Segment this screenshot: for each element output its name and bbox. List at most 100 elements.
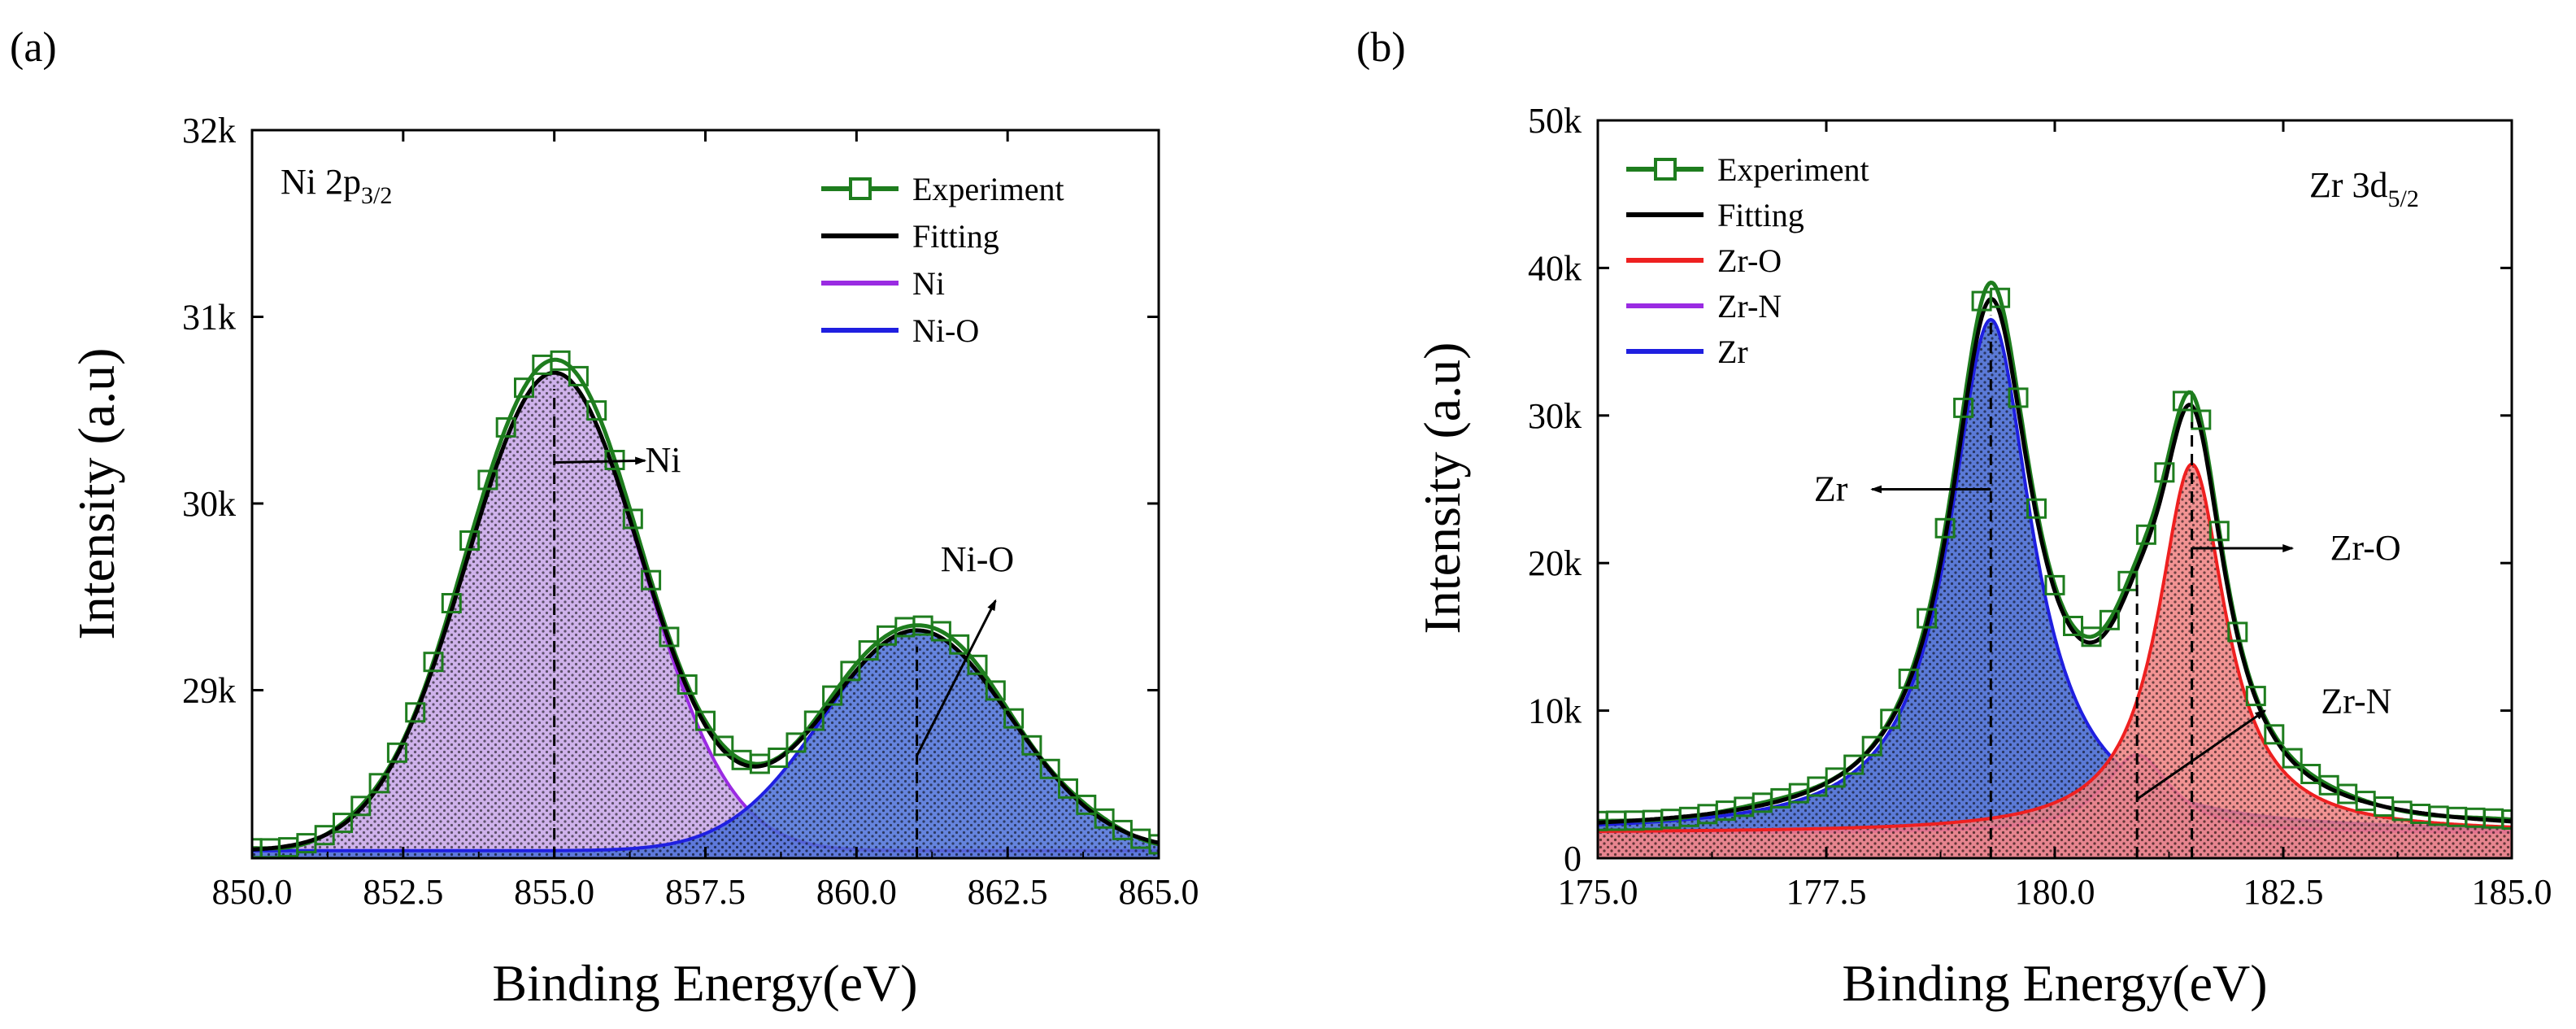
y-tick-label: 30k — [182, 484, 236, 524]
x-axis-title-b: Binding Energy(eV) — [1842, 954, 2267, 1012]
experiment-marker — [622, 508, 643, 530]
experiment-marker — [2117, 570, 2139, 591]
element-label-a: Ni 2p3/2 — [281, 162, 392, 209]
experiment-marker — [695, 710, 716, 731]
legend-label: Experiment — [1717, 151, 1869, 188]
experiment-marker — [586, 400, 607, 421]
peak-fill-pattern-ni-o — [252, 630, 1159, 858]
experiment-marker — [1825, 767, 1846, 788]
experiment-marker — [550, 350, 571, 371]
experiment-marker — [386, 742, 407, 763]
annotation-arrow-ni-o — [916, 599, 997, 756]
legend-label: Zr-N — [1717, 288, 1782, 325]
experiment-marker — [2245, 686, 2266, 707]
experiment-marker — [1880, 709, 1901, 730]
experiment-marker — [1990, 287, 2011, 308]
y-tick-label: 30k — [1528, 396, 1582, 436]
experiment-marker — [1076, 794, 1097, 815]
legend-entry-experiment: Experiment — [1626, 151, 1869, 188]
panel-label-a: (a) — [10, 24, 57, 71]
legend-entry-ni-o: Ni-O — [821, 312, 979, 349]
experiment-marker — [840, 661, 861, 682]
experiment-marker — [713, 735, 734, 756]
legend-entry-fitting: Fitting — [821, 218, 999, 255]
experiment-marker — [1039, 758, 1060, 779]
x-tick-label: 177.5 — [1786, 872, 1867, 912]
x-tick-label: 857.5 — [665, 872, 746, 912]
experiment-marker — [1861, 735, 1882, 756]
panel-b: (b) Intensity (a.u) Binding Energy(eV) Z… — [1356, 24, 2552, 1012]
y-tick-label: 32k — [182, 111, 236, 150]
experiment-marker — [2172, 390, 2193, 412]
experiment-marker — [858, 640, 879, 661]
experiment-marker — [930, 621, 951, 642]
peak-fill-pattern-zr — [1598, 319, 2512, 858]
experiment-marker — [368, 773, 389, 794]
legend-entry-zr: Zr — [1626, 334, 1748, 370]
legend-label: Ni-O — [912, 312, 979, 349]
legend-entry-ni: Ni — [821, 265, 945, 302]
experiment-marker — [677, 674, 698, 695]
experiment-marker — [659, 626, 680, 647]
experiment-marker — [1934, 517, 1956, 538]
experiment-marker — [350, 796, 372, 817]
experiment-marker — [2300, 764, 2321, 784]
y-tick-label: 10k — [1528, 691, 1582, 731]
x-tick-label: 860.0 — [816, 872, 897, 912]
experiment-marker — [2501, 809, 2512, 830]
plot-area-a — [252, 350, 1159, 858]
annotation-label-zr-n: Zr-N — [2321, 682, 2391, 722]
x-tick-label: 852.5 — [363, 872, 443, 912]
experiment-marker — [1953, 397, 1974, 418]
experiment-marker — [1021, 735, 1042, 756]
experiment-marker — [2026, 498, 2047, 519]
experiment-marker — [2282, 748, 2303, 769]
x-tick-label: 865.0 — [1119, 872, 1199, 912]
experiment-marker — [1058, 778, 1078, 799]
experiment-marker — [1898, 668, 1919, 689]
experiment-marker — [441, 593, 462, 613]
y-tick-label: 31k — [182, 297, 236, 337]
element-label-b: Zr 3d5/2 — [2309, 165, 2419, 212]
legend-label: Ni — [912, 265, 945, 302]
legend-label: Experiment — [912, 171, 1064, 207]
experiment-marker — [2081, 626, 2102, 647]
peak-fill-pattern-ni — [252, 373, 1159, 858]
experiment-marker — [2227, 621, 2248, 643]
y-tick-label: 29k — [182, 670, 236, 710]
experiment-marker — [2154, 462, 2175, 483]
experiment-marker — [2008, 387, 2029, 408]
experiment-marker — [1843, 754, 1865, 775]
y-tick-label: 50k — [1528, 101, 1582, 141]
experiment-marker — [405, 702, 426, 723]
experiment-marker — [1148, 834, 1159, 855]
y-axis-title-a: Intensity (a.u) — [67, 348, 125, 640]
fitting-curve — [1598, 297, 2512, 825]
x-tick-label: 182.5 — [2243, 872, 2324, 912]
experiment-marker — [2063, 616, 2083, 636]
experiment-marker — [2099, 609, 2120, 630]
experiment-marker — [1003, 708, 1025, 729]
experiment-marker — [459, 530, 481, 551]
experiment-marker — [568, 365, 589, 386]
y-tick-label: 40k — [1528, 248, 1582, 288]
legend-marker — [1654, 158, 1677, 181]
experiment-marker — [641, 569, 662, 591]
x-tick-label: 180.0 — [2015, 872, 2095, 912]
experiment-marker — [2135, 524, 2156, 545]
x-tick-label: 175.0 — [1558, 872, 1638, 912]
experiment-marker — [768, 748, 789, 768]
x-tick-label: 855.0 — [514, 872, 594, 912]
experiment-marker — [2208, 521, 2230, 542]
plot-area-b — [1598, 280, 2512, 858]
y-tick-label: 20k — [1528, 543, 1582, 583]
experiment-marker — [949, 634, 970, 655]
legend-marker — [849, 177, 872, 200]
legend-label: Fitting — [1717, 197, 1804, 233]
legend-label: Zr — [1717, 334, 1748, 370]
panel-label-b: (b) — [1356, 24, 1406, 71]
x-axis-title-a: Binding Energy(eV) — [492, 954, 917, 1012]
experiment-marker — [514, 377, 534, 399]
legend-entry-experiment: Experiment — [821, 171, 1064, 207]
